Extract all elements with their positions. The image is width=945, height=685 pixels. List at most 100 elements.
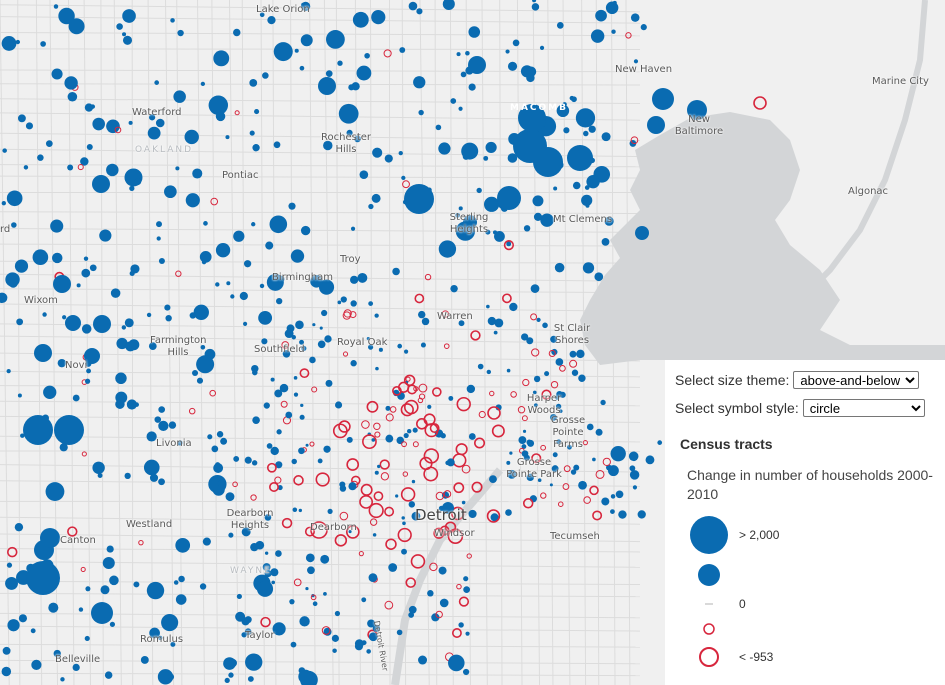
decrease-symbol — [374, 431, 381, 438]
increase-symbol — [468, 56, 486, 74]
increase-symbol — [122, 9, 136, 23]
decrease-symbol — [400, 403, 414, 417]
decrease-symbol — [562, 483, 570, 490]
decrease-symbol — [405, 376, 411, 382]
increase-symbol — [398, 150, 403, 156]
increase-symbol — [15, 39, 21, 45]
increase-symbol — [252, 144, 260, 152]
increase-symbol — [91, 602, 113, 624]
increase-symbol — [461, 500, 466, 505]
decrease-symbol — [439, 525, 450, 536]
increase-symbol — [215, 111, 226, 122]
increase-symbol — [50, 219, 64, 233]
tract-boundary — [0, 335, 641, 344]
increase-symbol — [612, 0, 617, 5]
increase-symbol — [637, 510, 646, 519]
increase-symbol — [551, 465, 559, 473]
decrease-symbol — [531, 348, 540, 357]
tract-boundary — [165, 0, 175, 685]
increase-symbol — [578, 480, 587, 490]
decrease-symbol — [334, 534, 348, 547]
increase-symbol — [526, 439, 532, 445]
map-label: Taylor — [245, 630, 275, 641]
increase-symbol — [406, 428, 412, 434]
increase-symbol — [354, 135, 361, 143]
increase-symbol — [309, 356, 316, 364]
increase-symbol — [175, 538, 191, 553]
increase-symbol — [200, 344, 206, 350]
tract-boundary — [0, 516, 641, 525]
increase-symbol — [554, 262, 565, 273]
increase-symbol — [146, 581, 165, 600]
increase-symbol — [173, 580, 179, 585]
decrease-symbol — [453, 482, 465, 494]
increase-symbol — [556, 104, 570, 118]
tract-boundary — [176, 0, 183, 685]
increase-symbol — [401, 175, 406, 181]
increase-symbol — [175, 166, 180, 171]
decrease-symbol — [359, 494, 374, 509]
increase-symbol — [154, 416, 162, 423]
increase-symbol — [526, 73, 535, 83]
increase-symbol — [490, 513, 499, 522]
increase-symbol — [601, 132, 611, 142]
increase-symbol — [461, 142, 479, 160]
increase-symbol — [251, 364, 259, 373]
increase-symbol — [2, 646, 11, 655]
increase-symbol — [184, 129, 199, 145]
increase-symbol — [418, 109, 424, 116]
tract-boundary — [0, 0, 10, 685]
increase-symbol — [395, 494, 399, 498]
symbol-style-select[interactable]: circle — [802, 399, 925, 417]
increase-symbol — [588, 125, 596, 133]
decrease-symbol — [415, 417, 428, 430]
increase-symbol — [404, 184, 434, 214]
increase-symbol — [97, 473, 103, 478]
increase-symbol — [571, 369, 579, 376]
increase-symbol — [555, 395, 560, 400]
increase-symbol — [586, 423, 594, 431]
increase-symbol — [385, 405, 391, 411]
lake-st-clair — [580, 112, 945, 365]
map-label: Southfield — [254, 344, 305, 355]
map-label: Birmingham — [272, 272, 333, 283]
decrease-symbol — [433, 527, 445, 539]
increase-symbol — [11, 222, 17, 228]
increase-symbol — [556, 21, 564, 29]
increase-symbol — [463, 576, 469, 582]
decrease-symbol — [470, 330, 481, 341]
increase-symbol — [533, 212, 543, 221]
size-theme-select[interactable]: above-and-below — [793, 371, 920, 389]
increase-symbol — [149, 114, 156, 121]
decrease-symbol — [280, 400, 288, 408]
decrease-symbol — [315, 472, 330, 487]
increase-symbol — [465, 50, 470, 56]
increase-symbol — [384, 154, 393, 163]
map-label: Detroit — [415, 506, 467, 524]
increase-symbol — [122, 35, 133, 45]
increase-symbol — [476, 187, 482, 194]
increase-symbol — [317, 340, 326, 349]
increase-symbol — [388, 563, 398, 572]
tract-boundary — [0, 352, 641, 362]
increase-symbol — [552, 452, 558, 458]
increase-symbol — [458, 106, 463, 111]
increase-symbol — [164, 304, 171, 311]
decrease-symbol — [281, 341, 290, 349]
increase-symbol — [493, 330, 498, 335]
decrease-symbol — [360, 483, 373, 496]
increase-symbol — [264, 514, 272, 521]
increase-symbol — [559, 391, 566, 398]
increase-symbol — [312, 323, 316, 327]
increase-symbol — [506, 460, 511, 465]
increase-symbol — [299, 414, 305, 420]
increase-symbol — [202, 537, 211, 546]
increase-symbol — [455, 221, 476, 241]
increase-symbol — [211, 445, 219, 453]
increase-symbol — [368, 573, 378, 582]
increase-symbol — [485, 141, 497, 154]
increase-symbol — [121, 325, 127, 330]
increase-symbol — [291, 335, 296, 340]
tract-boundary — [370, 0, 373, 685]
